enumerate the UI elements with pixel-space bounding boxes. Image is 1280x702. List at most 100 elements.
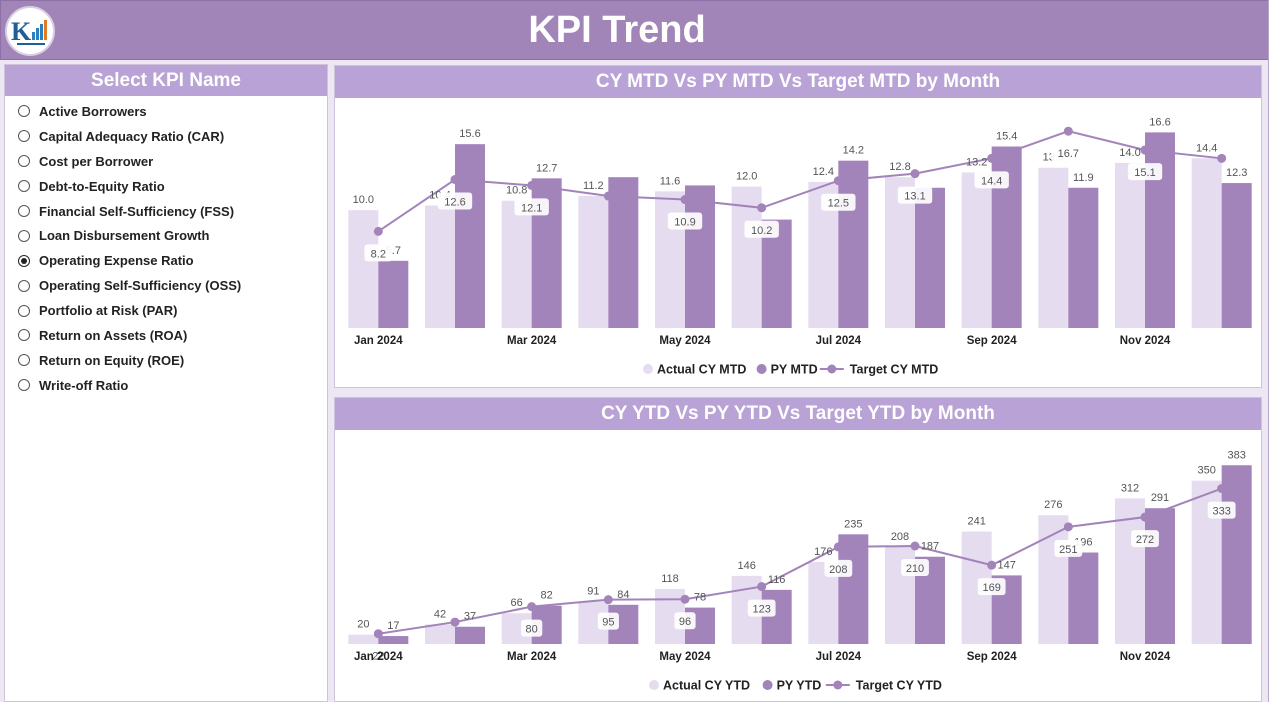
legend-target-marker (833, 680, 843, 690)
py-bar (1068, 187, 1099, 328)
radio-button-icon[interactable] (18, 155, 30, 168)
radio-button-icon[interactable] (18, 105, 30, 118)
target-point (910, 169, 920, 179)
actual-data-label: 42 (434, 608, 446, 620)
header-bar: K KPI Trend (0, 0, 1270, 60)
slicer-item[interactable]: Return on Equity (ROE) (5, 348, 327, 373)
slicer-item-label: Portfolio at Risk (PAR) (39, 303, 178, 319)
actual-bar (1115, 163, 1145, 328)
radio-button-icon[interactable] (18, 354, 30, 367)
target-data-label-bg (1054, 539, 1083, 557)
slicer-item[interactable]: Debt-to-Equity Ratio (5, 174, 327, 199)
py-bar (608, 177, 639, 328)
target-data-label: 210 (906, 563, 924, 575)
target-point (833, 542, 843, 552)
slicer-item-label: Loan Disbursement Growth (39, 228, 210, 244)
actual-data-label: 11.6 (660, 175, 681, 187)
py-data-label: 84 (617, 589, 629, 601)
target-point (757, 203, 767, 213)
ytd-chart-panel: CY YTD Vs PY YTD Vs Target YTD by Month … (334, 397, 1262, 702)
radio-button-icon[interactable] (18, 329, 30, 342)
py-data-label: 12.7 (536, 162, 557, 174)
radio-button-icon[interactable] (18, 130, 30, 143)
kpi-slicer: Select KPI Name Active Borrowers Capital… (4, 64, 328, 702)
target-data-label-bg (821, 193, 856, 211)
target-data-label: 16.7 (1058, 148, 1079, 160)
py-data-label: 187 (921, 541, 939, 553)
slicer-item[interactable]: Operating Expense Ratio (5, 248, 327, 273)
target-point (450, 617, 460, 627)
slicer-item[interactable]: Active Borrowers (5, 99, 327, 124)
py-bar (838, 160, 869, 328)
radio-button-icon[interactable] (18, 229, 30, 242)
py-data-label: 16.6 (1149, 116, 1170, 128)
x-tick-label: Sep 2024 (967, 651, 1017, 663)
actual-bar (1038, 515, 1069, 644)
target-data-label: 10.2 (751, 225, 772, 237)
target-data-label: 272 (1136, 534, 1154, 546)
actual-data-label: 20 (357, 619, 369, 631)
target-data-label-bg (1127, 163, 1163, 181)
legend-actual-label: Actual CY YTD (663, 679, 750, 693)
actual-data-label: 12.4 (813, 166, 834, 178)
actual-bar (655, 191, 685, 328)
target-point (680, 594, 690, 604)
target-data-label: 123 (752, 604, 770, 616)
target-data-label-bg (747, 599, 776, 617)
py-bar (838, 534, 869, 644)
py-bar (455, 144, 485, 328)
target-point (680, 195, 690, 205)
actual-data-label: 118 (661, 573, 679, 585)
radio-button-icon[interactable] (18, 180, 30, 193)
target-line (377, 130, 1222, 233)
target-point (757, 582, 767, 592)
actual-data-label: 14.0 (1119, 147, 1140, 159)
slicer-item[interactable]: Financial Self-Sufficiency (FSS) (5, 199, 327, 224)
legend-target-marker (827, 364, 837, 374)
radio-button-icon[interactable] (18, 304, 30, 317)
slicer-item[interactable]: Return on Assets (ROA) (5, 323, 327, 348)
slicer-item[interactable]: Cost per Borrower (5, 149, 327, 174)
actual-bar (501, 200, 532, 328)
x-tick-label: Jul 2024 (816, 335, 862, 347)
actual-data-label: 12.8 (889, 161, 910, 173)
radio-button-icon[interactable] (18, 279, 30, 292)
py-data-label: 15.6 (459, 128, 480, 140)
actual-data-label: 350 (1197, 465, 1215, 477)
py-bar (1145, 508, 1175, 644)
radio-button-icon[interactable] (18, 205, 30, 217)
slicer-item[interactable]: Capital Adequacy Ratio (CAR) (5, 124, 327, 149)
actual-bar (425, 624, 455, 644)
target-point (1217, 484, 1227, 494)
target-point (1140, 512, 1150, 522)
radio-button-icon[interactable] (18, 379, 30, 392)
x-tick-label: Mar 2024 (507, 335, 557, 347)
actual-data-label: 13.2 (966, 156, 987, 168)
py-bar (1221, 465, 1252, 644)
slicer-item-label: Debt-to-Equity Ratio (39, 178, 165, 194)
slicer-item[interactable]: Write-off Ratio (5, 373, 327, 398)
target-data-label-bg (674, 612, 696, 630)
radio-button-icon[interactable] (18, 254, 30, 267)
target-data-label-bg (514, 198, 549, 216)
actual-data-label: 176 (814, 546, 832, 558)
x-tick-label: May 2024 (659, 651, 711, 663)
actual-bar (348, 210, 379, 328)
target-data-label: 10.9 (674, 217, 695, 229)
target-data-label: 12.1 (521, 202, 542, 214)
slicer-item-label: Operating Self-Sufficiency (OSS) (39, 278, 242, 294)
slicer-item[interactable]: Operating Self-Sufficiency (OSS) (5, 273, 327, 298)
target-data-label-bg (521, 619, 543, 637)
legend-py-label: PY MTD (771, 363, 818, 377)
actual-bar (578, 196, 609, 328)
slicer-item[interactable]: Portfolio at Risk (PAR) (5, 298, 327, 323)
slicer-item[interactable]: Loan Disbursement Growth (5, 223, 327, 248)
actual-data-label: 241 (967, 516, 985, 528)
target-data-label-bg (897, 186, 933, 204)
actual-data-label: 312 (1121, 482, 1139, 494)
py-data-label: 383 (1227, 449, 1245, 461)
target-point (527, 602, 537, 612)
py-data-label: 11.9 (1073, 172, 1094, 184)
target-point (1063, 126, 1073, 136)
target-data-label: 12.5 (828, 198, 849, 210)
